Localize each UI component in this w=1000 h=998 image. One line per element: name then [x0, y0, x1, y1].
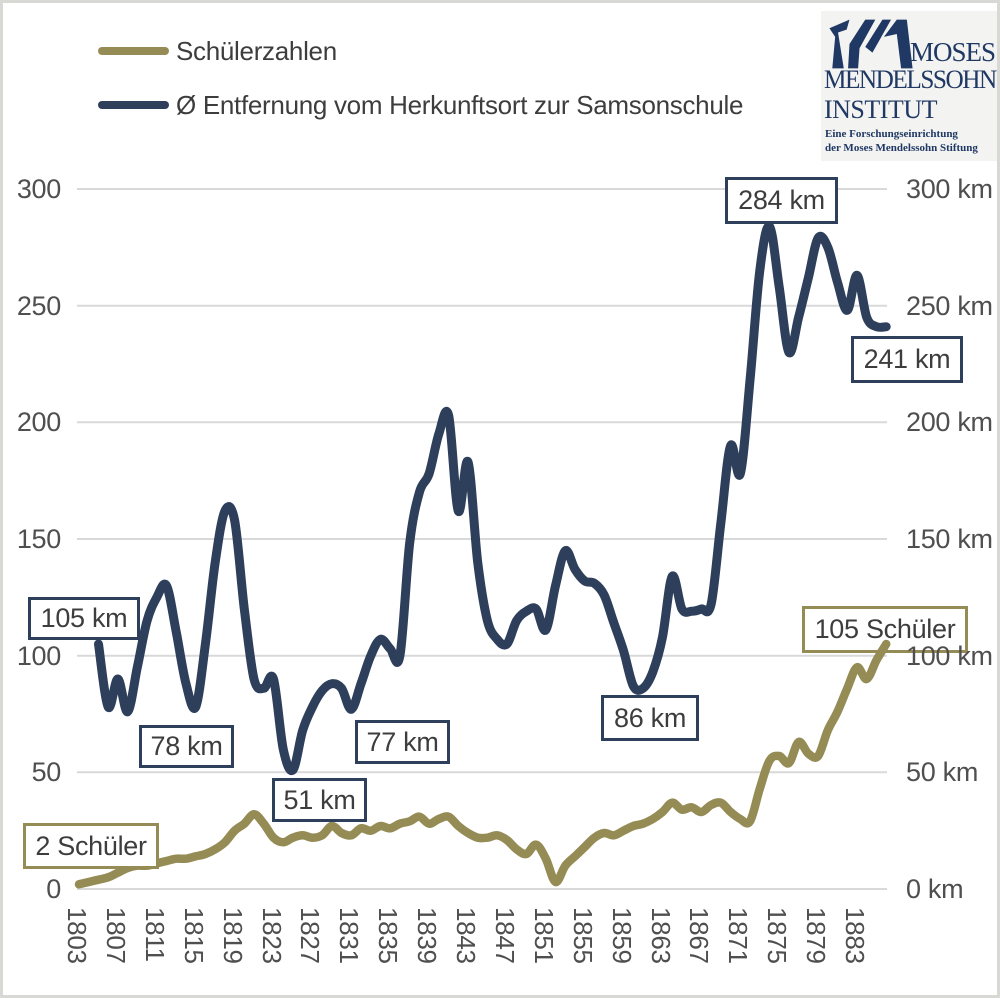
line-chart-plot [74, 188, 891, 890]
legend-label-students: Schülerzahlen [176, 35, 337, 66]
logo-subtitle-line2: der Moses Mendelssohn Stiftung [825, 142, 978, 154]
distance-line-swatch [98, 101, 169, 109]
series-path-students [74, 639, 891, 889]
logo-title-institut: INSTITUT [824, 95, 937, 124]
legend-item-students: Schülerzahlen [98, 36, 337, 66]
logo-title-moses: MOSES [910, 37, 996, 67]
logo-subtitle-line1: Eine Forschungseinrichtung [825, 128, 958, 140]
legend-label-distance: Ø Entfernung vom Herkunftsort zur Samson… [176, 89, 744, 120]
legend-item-distance: Ø Entfernung vom Herkunftsort zur Samson… [98, 90, 743, 120]
series-path-distance [94, 221, 891, 776]
moses-mendelssohn-institut-logo: MOSES MENDELSSOHN INSTITUT Eine Forschun… [821, 11, 997, 161]
logo-mark-icon [829, 19, 913, 69]
students-line-swatch [98, 47, 169, 55]
logo-title-mendelssohn: MENDELSSOHN [824, 65, 997, 94]
